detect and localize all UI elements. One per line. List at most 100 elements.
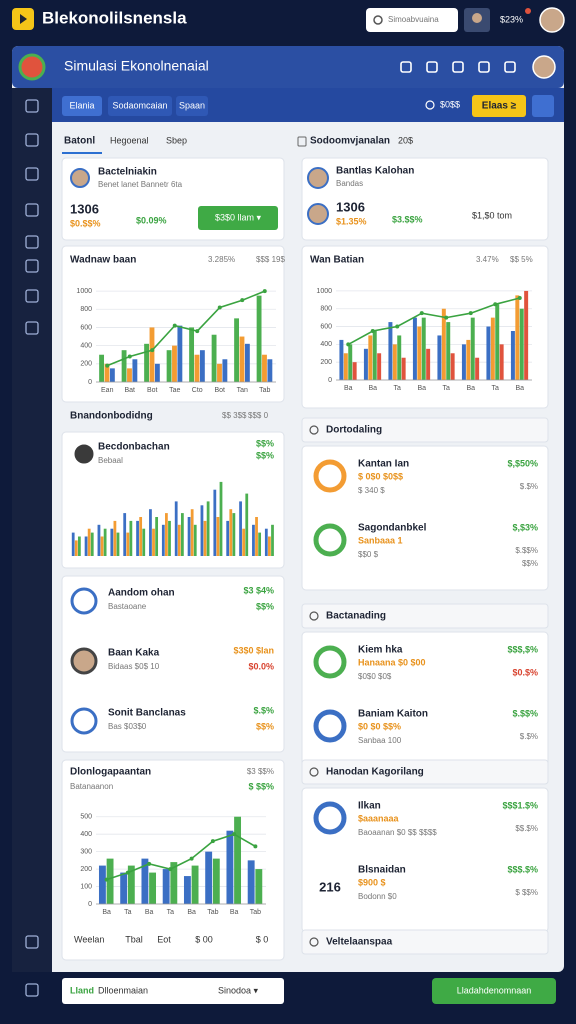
y-tick-label: 200 bbox=[80, 866, 92, 873]
panel-title: Simulasi Ekonolnenaial bbox=[64, 58, 209, 74]
tab-label[interactable]: Spaan bbox=[179, 100, 205, 110]
tab-label[interactable]: Sodaomcaian bbox=[112, 100, 167, 110]
search-box[interactable] bbox=[366, 8, 458, 32]
x-tick-label: Ta bbox=[394, 385, 402, 392]
card bbox=[301, 157, 549, 241]
notification-dot bbox=[525, 8, 531, 14]
leader-stat: $$% bbox=[256, 450, 274, 460]
chart-title: Wan Batian bbox=[310, 255, 364, 266]
group-header bbox=[301, 603, 549, 629]
bar bbox=[412, 317, 417, 380]
bar bbox=[199, 350, 205, 382]
y-tick-label: 1000 bbox=[76, 288, 92, 295]
header-icon[interactable] bbox=[426, 61, 438, 73]
sidebar-icon[interactable] bbox=[25, 133, 39, 147]
sidebar-icon[interactable] bbox=[25, 259, 39, 273]
bar bbox=[255, 517, 258, 556]
sidebar-icon[interactable] bbox=[25, 983, 39, 997]
action-button-label[interactable]: $3$0 llam ▾ bbox=[215, 212, 262, 222]
primary-button-label[interactable]: Elaas ≥ bbox=[482, 101, 517, 112]
header-icon[interactable] bbox=[452, 61, 464, 73]
y-tick-label: 600 bbox=[80, 324, 92, 331]
submit-button-label[interactable]: Lladahdenomnaan bbox=[457, 985, 532, 995]
chart-sub: Batanaanon bbox=[70, 782, 113, 791]
item-stat: $.$% bbox=[520, 732, 538, 741]
group-header bbox=[301, 929, 549, 955]
bar bbox=[510, 331, 515, 380]
submit-button[interactable] bbox=[432, 978, 556, 1004]
card bbox=[61, 759, 285, 961]
footer-label: Tbal bbox=[125, 934, 143, 944]
action-button[interactable] bbox=[198, 206, 278, 230]
item-stat: $$$.$% bbox=[507, 864, 538, 874]
bar bbox=[268, 536, 271, 556]
field-select[interactable]: Sinodoa ▾ bbox=[218, 985, 259, 995]
list-name: Aandom ohan bbox=[108, 588, 175, 599]
stat-icon bbox=[425, 100, 435, 110]
field-label[interactable]: Lland bbox=[70, 985, 94, 995]
sidebar-icon[interactable] bbox=[25, 321, 39, 335]
avatar bbox=[307, 167, 329, 189]
list-name: Sonit Banclanas bbox=[108, 708, 186, 719]
x-tick-label: Bat bbox=[124, 387, 135, 394]
bar bbox=[109, 368, 115, 382]
trend-point bbox=[395, 324, 400, 329]
sidebar-icon[interactable] bbox=[25, 203, 39, 217]
bar bbox=[397, 335, 402, 380]
item-stat: $$$1.$% bbox=[502, 800, 538, 810]
header-icon[interactable] bbox=[478, 61, 490, 73]
icon-button[interactable] bbox=[532, 95, 554, 117]
bottom-field[interactable] bbox=[62, 978, 284, 1004]
x-tick-label: Ba bbox=[515, 385, 524, 392]
x-tick-label: Tab bbox=[259, 387, 270, 394]
bar bbox=[149, 872, 157, 904]
tab-label[interactable]: Elania bbox=[69, 100, 94, 110]
tab[interactable] bbox=[62, 96, 102, 116]
avatar bbox=[70, 587, 98, 615]
chart-stat: $$$ 19$ bbox=[256, 255, 285, 264]
field-value[interactable]: Dlloenmaian bbox=[98, 985, 148, 995]
bar bbox=[363, 348, 368, 380]
section-title: Bnandonbodidng bbox=[70, 411, 153, 422]
bar bbox=[515, 295, 520, 380]
item-stat: $ $$% bbox=[515, 888, 538, 897]
card bbox=[61, 575, 285, 753]
subtab[interactable]: Hegoenal bbox=[110, 135, 149, 145]
profile-name: Bantlas Kalohan bbox=[336, 166, 414, 177]
tab[interactable] bbox=[176, 96, 208, 116]
sidebar-icon[interactable] bbox=[25, 235, 39, 249]
avatar bbox=[70, 647, 98, 675]
sidebar-icon[interactable] bbox=[25, 935, 39, 949]
item-name: Sagondanbkel bbox=[358, 523, 427, 534]
sidebar-icon[interactable] bbox=[25, 289, 39, 303]
sidebar-icon[interactable] bbox=[25, 167, 39, 181]
header-icon[interactable] bbox=[400, 61, 412, 73]
x-tick-label: Bot bbox=[214, 387, 225, 394]
y-tick-label: 400 bbox=[80, 342, 92, 349]
header-icon[interactable] bbox=[504, 61, 516, 73]
chart-stat: $$ 5% bbox=[510, 255, 533, 264]
bar bbox=[123, 513, 127, 556]
group-title: Veltelaanspaa bbox=[326, 937, 393, 948]
bar bbox=[217, 363, 222, 382]
bar bbox=[229, 509, 233, 556]
bar bbox=[426, 348, 431, 380]
app-icon-glyph bbox=[20, 14, 27, 24]
profile-avatar[interactable] bbox=[539, 7, 565, 33]
avatar bbox=[307, 203, 329, 225]
primary-button[interactable] bbox=[472, 95, 526, 117]
subtab[interactable]: Batonl bbox=[64, 136, 95, 147]
x-tick-label: Ta bbox=[167, 909, 175, 916]
chart-stat: $ $$% bbox=[248, 781, 274, 791]
trend-point bbox=[150, 348, 155, 353]
search-input[interactable]: Simoabvuaina bbox=[388, 15, 439, 24]
bar bbox=[106, 858, 114, 904]
leader-sub: Bebaal bbox=[98, 456, 123, 465]
sidebar-icon[interactable] bbox=[25, 99, 39, 113]
item-note: Bodonn $0 bbox=[358, 892, 397, 901]
item-ring bbox=[313, 459, 347, 493]
tab[interactable] bbox=[108, 96, 172, 116]
subtab[interactable]: Sbep bbox=[166, 135, 187, 145]
bar bbox=[247, 860, 255, 904]
bar bbox=[162, 869, 170, 904]
